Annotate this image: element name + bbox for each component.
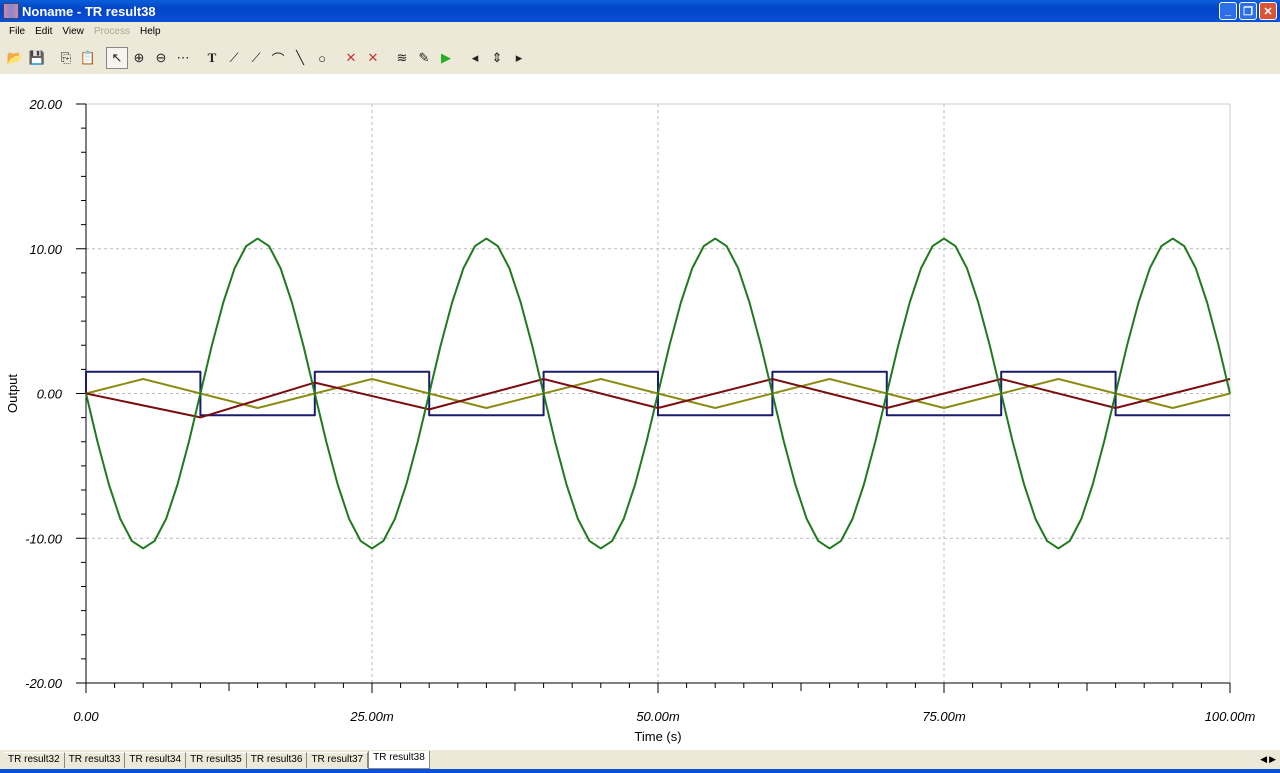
tab-tr-result33[interactable]: TR result33 — [64, 752, 126, 768]
circle-icon: ○ — [318, 50, 326, 66]
curve-legend-icon: ⌒ — [271, 51, 285, 67]
run-button[interactable]: ▶ — [435, 47, 457, 69]
zoom-100-button[interactable]: ⊖ — [150, 47, 172, 69]
paste-icon: 📋 — [79, 50, 97, 65]
cursor-a-button[interactable]: ✕ — [340, 47, 362, 69]
y-tick-label: -10.00 — [25, 531, 63, 546]
arrow-updown-button[interactable]: ⇕ — [486, 47, 508, 69]
curve-query-icon: ⟋ — [251, 50, 261, 65]
cursor-b-icon: ✕ — [367, 50, 379, 65]
add-probe-icon: ✎ — [418, 50, 430, 65]
x-tick-label: 0.00 — [73, 709, 99, 724]
arrow-left-button[interactable]: ◂ — [464, 47, 486, 69]
paste-button[interactable]: 📋 — [77, 47, 99, 69]
x-tick-label: 100.00m — [1205, 709, 1256, 724]
tab-scroll-left-icon[interactable]: ◀ — [1260, 754, 1268, 764]
plot-area: 0.00 25.00m 50.00m 75.00m 100.00m 20.00 10.00 0… — [0, 74, 1280, 750]
zoom-in-button[interactable]: ⊕ — [128, 47, 150, 69]
curve-label-icon: ⟋ — [229, 50, 239, 65]
cursor-a-icon: ✕ — [345, 50, 357, 65]
save-icon: 💾 — [28, 50, 46, 65]
window-title: Noname - TR result38 — [22, 3, 156, 19]
result-tabs: TR result32 TR result33 TR result34 TR resu… — [4, 751, 430, 769]
menu-edit[interactable]: Edit — [35, 25, 53, 37]
arrow-updown-icon: ⇕ — [491, 50, 503, 65]
tab-tr-result34[interactable]: TR result34 — [125, 752, 187, 768]
menu-bar: File Edit View Process Help — [0, 22, 1280, 40]
menu-process: Process — [93, 25, 130, 37]
tab-scroll-right-icon[interactable]: ▶ — [1269, 754, 1276, 764]
circle-button[interactable]: ○ — [311, 47, 333, 69]
minimize-button[interactable]: _ — [1219, 2, 1237, 20]
x-tick-label: 25.00m — [349, 709, 394, 724]
tab-tr-result38[interactable]: TR result38 — [368, 751, 430, 769]
select-arrow-button[interactable]: ↖ — [106, 47, 128, 69]
add-curve-button[interactable]: ≋ — [391, 47, 413, 69]
restore-button[interactable]: ❐ — [1239, 2, 1257, 20]
close-button[interactable]: ✕ — [1259, 2, 1277, 20]
y-axis-label: Output — [5, 374, 20, 413]
copy-icon: ⎘ — [60, 50, 72, 65]
arrow-left-icon: ◂ — [471, 50, 479, 65]
arrow-right-button[interactable]: ▸ — [508, 47, 530, 69]
chart: 0.00 25.00m 50.00m 75.00m 100.00m 20.00 10.00 0… — [5, 97, 1256, 744]
copy-button[interactable]: ⎘ — [55, 47, 77, 69]
grid-button[interactable]: ⋯ — [172, 47, 194, 69]
menu-help[interactable]: Help — [139, 25, 161, 37]
app-icon — [3, 3, 19, 19]
tab-tr-result35[interactable]: TR result35 — [186, 752, 247, 768]
x-tick-label: 50.00m — [636, 709, 680, 724]
text-button[interactable]: T — [201, 47, 223, 69]
y-tick-label: 20.00 — [28, 97, 62, 112]
arrow-right-icon: ▸ — [515, 50, 523, 65]
text-icon: T — [207, 50, 217, 65]
grid-icon: ⋯ — [176, 50, 190, 65]
series-line-0 — [85, 370, 1230, 417]
cursor-b-button[interactable]: ✕ — [362, 47, 384, 69]
select-arrow-icon: ↖ — [111, 50, 123, 65]
x-tick-label: 75.00m — [922, 709, 966, 724]
x-axis-label: Time (s) — [634, 729, 681, 744]
menu-view[interactable]: View — [62, 25, 84, 37]
curve-legend-button[interactable]: ⌒ — [267, 47, 289, 69]
run-icon: ▶ — [441, 50, 451, 65]
menu-file[interactable]: File — [9, 25, 26, 37]
title-bar: Noname - TR result38 _ ❐ ✕ — [0, 0, 1280, 22]
line-icon: ╲ — [296, 50, 304, 65]
line-button[interactable]: ╲ — [289, 47, 311, 69]
tab-tr-result32[interactable]: TR result32 — [4, 752, 65, 768]
curve-query-button[interactable]: ⟋ — [245, 47, 267, 69]
open-button[interactable]: 📂 — [4, 47, 26, 69]
open-icon: 📂 — [6, 50, 24, 65]
add-curve-icon: ≋ — [396, 50, 408, 65]
zoom-in-icon: ⊕ — [133, 50, 145, 65]
series-line-3 — [85, 237, 1231, 550]
tab-tr-result36[interactable]: TR result36 — [246, 752, 308, 768]
y-tick-label: -20.00 — [25, 676, 63, 691]
taskbar-edge — [0, 769, 1280, 773]
curve-label-button[interactable]: ⟋ — [223, 47, 245, 69]
series-line-2 — [85, 378, 1231, 419]
toolbar: 📂 💾 ⎘ 📋 ↖ ⊕ ⊖ ⋯ T ⟋ ⟋ ⌒ ╲ ○ ✕ ✕ ≋ ✎ ▶ ◂ ⇕ ▸ — [4, 44, 530, 72]
tab-tr-result37[interactable]: TR result37 — [307, 752, 369, 768]
zoom-100-icon: ⊖ — [155, 50, 167, 65]
y-tick-label: 10.00 — [29, 242, 62, 257]
y-tick-label: 0.00 — [37, 387, 63, 402]
save-button[interactable]: 💾 — [26, 47, 48, 69]
add-probe-button[interactable]: ✎ — [413, 47, 435, 69]
